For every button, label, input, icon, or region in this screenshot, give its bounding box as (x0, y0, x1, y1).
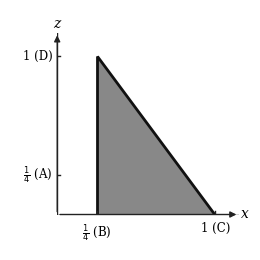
Text: x: x (241, 207, 249, 222)
Text: 1 (D): 1 (D) (23, 50, 53, 63)
Text: $\frac{1}{4}$ (A): $\frac{1}{4}$ (A) (23, 164, 53, 186)
Text: $\frac{1}{4}$ (B): $\frac{1}{4}$ (B) (82, 222, 112, 244)
Polygon shape (97, 56, 216, 214)
Text: 1 (C): 1 (C) (201, 222, 230, 235)
Text: z: z (54, 17, 61, 31)
